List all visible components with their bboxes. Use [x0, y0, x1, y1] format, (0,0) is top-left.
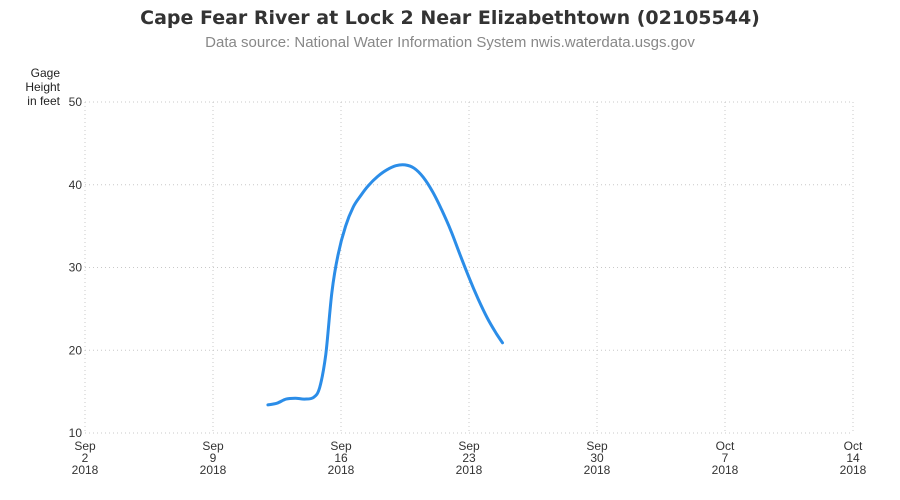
- y-tick-label: 50: [69, 95, 83, 109]
- y-tick-label: 20: [69, 343, 83, 357]
- x-tick-label: Oct 14 2018: [840, 439, 867, 477]
- y-tick-label: 10: [69, 426, 83, 440]
- x-tick-label: Sep 23 2018: [456, 439, 483, 477]
- y-tick-label: 40: [69, 178, 83, 192]
- y-tick-label: 30: [69, 261, 83, 275]
- y-axis-label: Gage Height in feet: [0, 66, 60, 108]
- chart-title: Cape Fear River at Lock 2 Near Elizabeth…: [140, 7, 760, 29]
- x-tick-label: Oct 7 2018: [712, 439, 739, 477]
- x-tick-label: Sep 30 2018: [584, 439, 611, 477]
- x-tick-label: Sep 16 2018: [328, 439, 355, 477]
- x-axis-ticks: Sep 2 2018 Sep 9 2018 Sep 16 2018 Sep 23 2018 Sep 30 2…: [72, 439, 867, 477]
- x-tick-label: Sep 2 2018: [72, 439, 99, 477]
- y-axis-ticks: 10 20 30 40 50: [69, 95, 83, 440]
- x-tick-label: Sep 9 2018: [200, 439, 227, 477]
- series-group: [266, 163, 504, 407]
- y-axis-label-line-1: Gage Height: [25, 66, 60, 94]
- y-axis-label-line-2: in feet: [27, 94, 60, 108]
- series-line: [266, 163, 504, 407]
- grid-lines: [84, 101, 854, 434]
- chart-subtitle: Data source: National Water Information …: [205, 34, 695, 51]
